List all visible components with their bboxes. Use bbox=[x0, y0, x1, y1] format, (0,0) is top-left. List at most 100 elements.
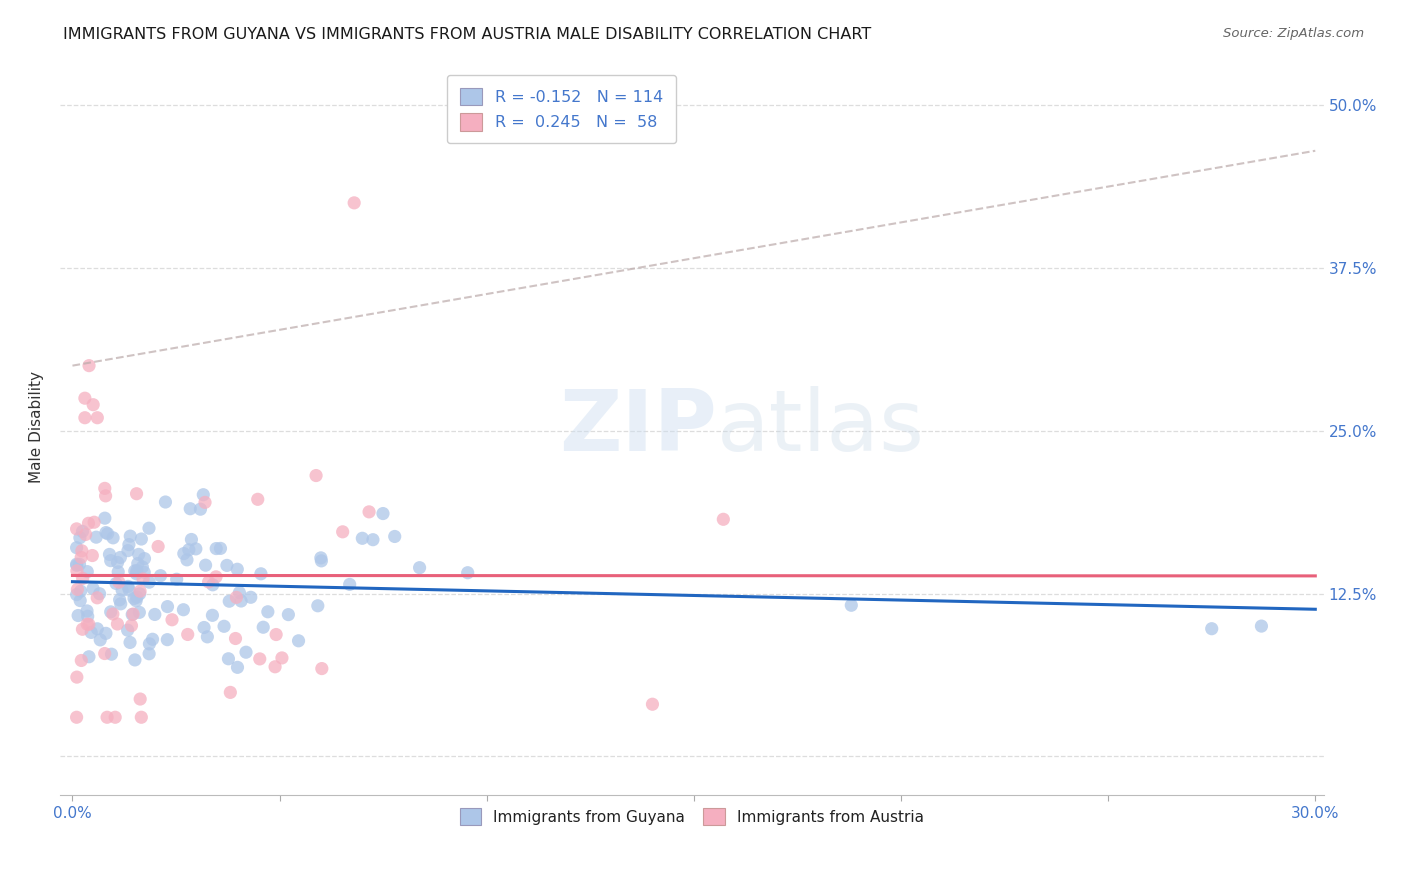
Point bbox=[82, 549, 104, 563]
Point bbox=[371, 507, 394, 521]
Point bbox=[131, 560, 153, 574]
Point bbox=[311, 662, 333, 676]
Point bbox=[84, 530, 107, 544]
Point bbox=[205, 541, 228, 556]
Point bbox=[97, 526, 120, 541]
Point bbox=[235, 645, 257, 659]
Point bbox=[229, 594, 252, 608]
Point bbox=[264, 627, 287, 641]
Point bbox=[457, 566, 479, 580]
Text: IMMIGRANTS FROM GUYANA VS IMMIGRANTS FROM AUSTRIA MALE DISABILITY CORRELATION CH: IMMIGRANTS FROM GUYANA VS IMMIGRANTS FRO… bbox=[63, 27, 872, 42]
Point bbox=[111, 583, 134, 598]
Point bbox=[100, 605, 122, 619]
Point bbox=[82, 582, 104, 596]
Point bbox=[124, 564, 146, 578]
Point bbox=[217, 652, 239, 666]
Point bbox=[107, 575, 129, 590]
Point bbox=[76, 604, 98, 618]
Point bbox=[83, 515, 105, 529]
Point bbox=[205, 570, 228, 584]
Point bbox=[215, 558, 238, 573]
Point bbox=[105, 576, 128, 591]
Point bbox=[309, 550, 332, 565]
Point bbox=[125, 486, 148, 500]
Point bbox=[72, 622, 94, 636]
Point bbox=[143, 607, 166, 622]
Point bbox=[166, 572, 188, 586]
Point bbox=[287, 633, 309, 648]
Point bbox=[122, 607, 145, 621]
Point bbox=[239, 591, 262, 605]
Point bbox=[121, 607, 143, 622]
Point bbox=[180, 533, 202, 547]
Point bbox=[641, 697, 664, 711]
Point bbox=[209, 541, 232, 556]
Point bbox=[177, 627, 200, 641]
Point bbox=[118, 635, 141, 649]
Point bbox=[100, 647, 122, 661]
Point bbox=[343, 195, 366, 210]
Point bbox=[156, 632, 179, 647]
Point bbox=[225, 632, 247, 646]
Point bbox=[264, 660, 287, 674]
Point bbox=[76, 565, 98, 579]
Point bbox=[190, 502, 212, 516]
Point bbox=[72, 524, 94, 539]
Point bbox=[108, 592, 131, 607]
Point bbox=[94, 626, 117, 640]
Point bbox=[77, 516, 100, 531]
Point bbox=[65, 541, 87, 555]
Point bbox=[125, 566, 148, 581]
Point bbox=[195, 630, 218, 644]
Point bbox=[101, 607, 124, 621]
Point bbox=[1201, 622, 1223, 636]
Point bbox=[118, 583, 141, 598]
Point bbox=[131, 532, 153, 546]
Point bbox=[201, 608, 224, 623]
Point bbox=[125, 593, 148, 607]
Point bbox=[70, 544, 93, 558]
Point bbox=[125, 590, 148, 604]
Point bbox=[66, 564, 89, 578]
Point bbox=[352, 531, 374, 545]
Point bbox=[155, 495, 177, 509]
Point bbox=[93, 647, 115, 661]
Point bbox=[173, 547, 195, 561]
Point bbox=[138, 575, 160, 590]
Point bbox=[129, 692, 152, 706]
Point bbox=[138, 647, 160, 661]
Point bbox=[197, 574, 219, 589]
Point bbox=[69, 531, 91, 545]
Point bbox=[86, 622, 108, 636]
Point bbox=[122, 591, 145, 606]
Point bbox=[69, 593, 91, 607]
Point bbox=[179, 501, 201, 516]
Point bbox=[277, 607, 299, 622]
Point bbox=[339, 577, 361, 591]
Text: atlas: atlas bbox=[717, 386, 925, 469]
Point bbox=[127, 557, 149, 571]
Point bbox=[125, 564, 148, 578]
Point bbox=[305, 468, 328, 483]
Point bbox=[128, 587, 150, 601]
Point bbox=[361, 533, 384, 547]
Point bbox=[82, 398, 104, 412]
Point bbox=[146, 540, 169, 554]
Point bbox=[110, 597, 132, 611]
Point bbox=[66, 670, 89, 684]
Point bbox=[132, 572, 155, 586]
Point bbox=[128, 548, 150, 562]
Point bbox=[311, 554, 333, 568]
Point bbox=[104, 710, 127, 724]
Point bbox=[69, 558, 91, 572]
Point bbox=[117, 543, 139, 558]
Point bbox=[201, 578, 224, 592]
Text: Source: ZipAtlas.com: Source: ZipAtlas.com bbox=[1223, 27, 1364, 40]
Point bbox=[212, 619, 235, 633]
Point bbox=[839, 599, 862, 613]
Point bbox=[94, 481, 117, 495]
Point bbox=[107, 556, 129, 570]
Point bbox=[172, 603, 194, 617]
Point bbox=[193, 488, 215, 502]
Point bbox=[160, 613, 183, 627]
